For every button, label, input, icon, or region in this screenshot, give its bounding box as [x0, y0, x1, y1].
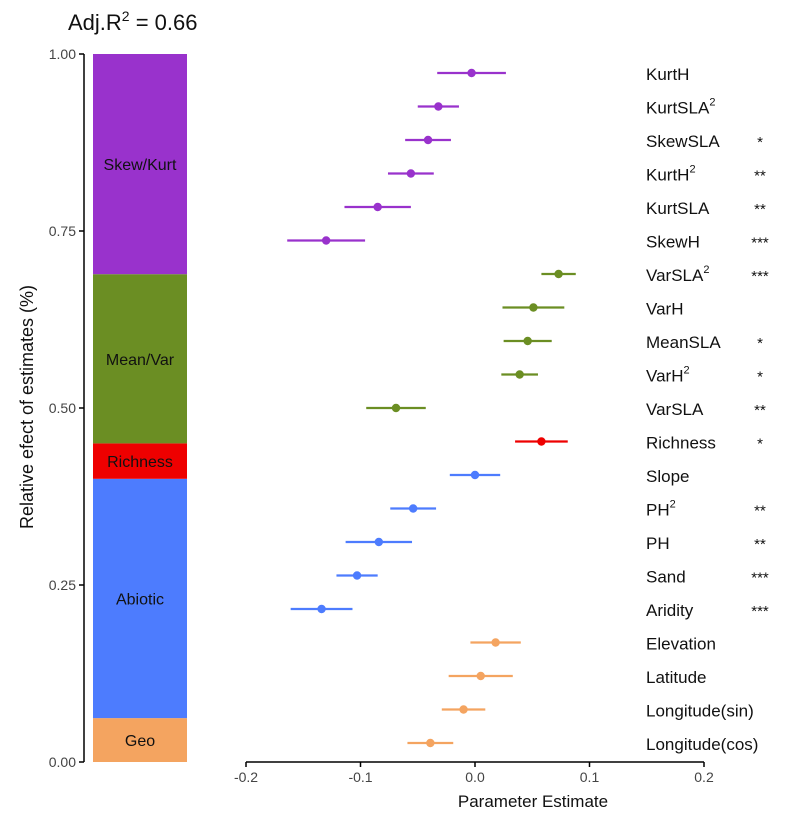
predictor-label: Longitude(cos) — [646, 735, 758, 754]
y-axis-title: Relative efect of estimates (%) — [17, 285, 37, 529]
predictor-label: Elevation — [646, 635, 716, 654]
estimate-point — [523, 336, 532, 346]
estimate-point — [537, 437, 546, 446]
segment-richness — [93, 443, 187, 479]
segment-mean-var — [93, 274, 187, 444]
predictor-label: KurtH2 — [646, 164, 696, 185]
predictor-label: VarSLA2 — [646, 264, 709, 285]
predictor-label: Latitude — [646, 668, 707, 687]
estimate-point — [529, 303, 538, 312]
predictor-label: Slope — [646, 467, 689, 486]
stacked-bar-panel: Geo Abiotic Richness Mean/Var Skew/Kurt 0.00 0… — [49, 46, 187, 770]
estimate-point — [476, 671, 485, 681]
estimate-point — [391, 403, 401, 413]
estimate-point — [554, 269, 563, 279]
estimate-point — [491, 638, 500, 647]
predictor-label: VarH2 — [646, 365, 690, 386]
significance-stars: ** — [754, 503, 766, 520]
significance-stars: * — [757, 369, 763, 386]
significance-stars: ** — [754, 402, 766, 419]
segment-skew-kurt — [93, 54, 187, 275]
estimate-point — [423, 135, 433, 145]
predictor-label: Sand — [646, 568, 686, 587]
significance-stars: ** — [754, 201, 766, 218]
estimate-point — [515, 370, 524, 379]
predictor-label: PH2 — [646, 499, 676, 520]
y-tick-label: 0.75 — [49, 223, 76, 239]
predictor-label: VarH — [646, 300, 683, 319]
significance-stars: * — [757, 335, 763, 352]
predictor-label: PH — [646, 534, 670, 553]
estimate-point — [373, 202, 382, 212]
significance-stars: * — [757, 134, 763, 151]
y-tick-label: 1.00 — [49, 46, 76, 62]
estimate-point — [374, 537, 384, 547]
predictor-label: MeanSLA — [646, 333, 721, 352]
significance-stars: *** — [751, 603, 769, 620]
estimate-point — [434, 102, 443, 111]
estimate-point — [406, 169, 416, 178]
estimate-point — [470, 470, 480, 480]
estimate-point — [426, 738, 435, 748]
significance-stars: *** — [751, 235, 769, 252]
predictor-label: KurtH — [646, 65, 689, 84]
y-tick-label: 0.50 — [49, 400, 76, 416]
estimate-point — [467, 68, 476, 78]
significance-stars: * — [757, 436, 763, 453]
segment-label: Richness — [107, 454, 173, 471]
y-tick-label: 0.00 — [49, 754, 76, 770]
adj-r2-superscript: 2 — [122, 8, 130, 24]
predictor-label: SkewH — [646, 233, 700, 252]
predictor-label: Aridity — [646, 601, 694, 620]
segment-geo — [93, 718, 187, 762]
estimate-point — [317, 604, 326, 614]
segment-label: Skew/Kurt — [104, 157, 177, 174]
predictor-label: KurtSLA2 — [646, 97, 715, 118]
segment-abiotic — [93, 478, 187, 719]
y-tick-label: 0.25 — [49, 577, 76, 593]
significance-stars: *** — [751, 570, 769, 587]
x-tick-label: 0.2 — [694, 769, 714, 785]
x-tick-label: -0.2 — [234, 769, 258, 785]
predictor-label: KurtSLA — [646, 199, 710, 218]
segment-label: Geo — [125, 733, 155, 750]
predictor-label: Richness — [646, 434, 716, 453]
estimate-point — [408, 504, 418, 513]
predictor-label: VarSLA — [646, 400, 704, 419]
x-tick-label: 0.0 — [465, 769, 485, 785]
adj-r2-suffix: = 0.66 — [130, 10, 198, 35]
x-axis-title: Parameter Estimate — [458, 792, 608, 811]
x-tick-label: 0.1 — [580, 769, 600, 785]
predictor-label: SkewSLA — [646, 132, 720, 151]
adj-r2-title: Adj.R2 = 0.66 — [68, 8, 197, 35]
significance-stars: ** — [754, 536, 766, 553]
estimate-point — [321, 236, 331, 245]
predictor-label: Longitude(sin) — [646, 702, 754, 721]
estimate-point — [459, 705, 468, 714]
significance-stars: ** — [754, 168, 766, 185]
significance-stars: *** — [751, 268, 769, 285]
coefficient-panel: -0.2 -0.1 0.0 0.1 0.2 KurtH KurtSLA2 SkewSLA * Ku… — [234, 65, 769, 785]
estimate-point — [352, 571, 362, 580]
segment-label: Abiotic — [116, 591, 164, 608]
adj-r2-prefix: Adj.R — [68, 10, 122, 35]
x-tick-label: -0.1 — [348, 769, 372, 785]
segment-label: Mean/Var — [106, 352, 175, 369]
